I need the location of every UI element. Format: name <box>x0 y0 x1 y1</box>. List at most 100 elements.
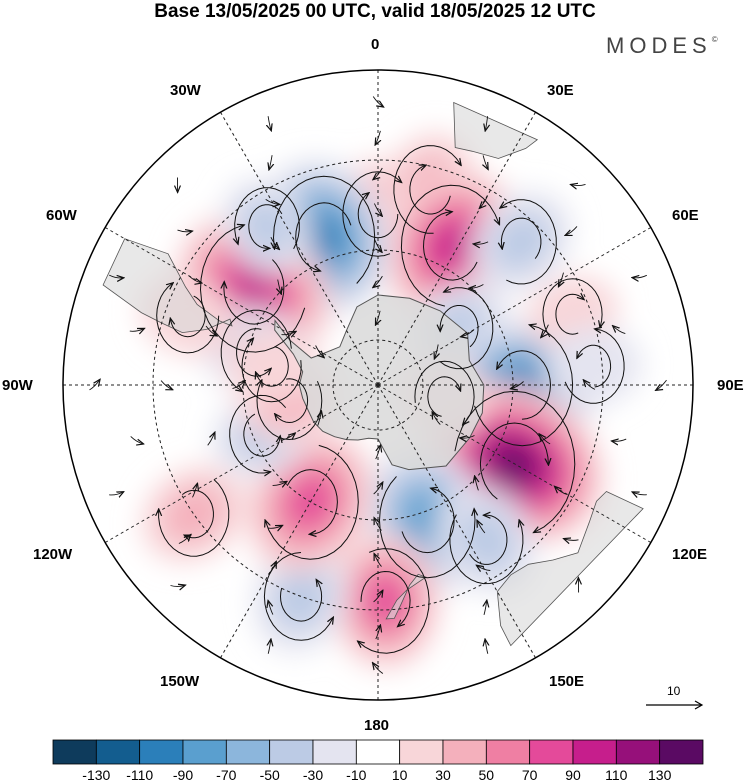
streamline <box>220 309 292 391</box>
colorbar-tick-label: -110 <box>126 767 154 783</box>
wind-streamlines <box>89 96 667 674</box>
colorbar-swatch <box>225 739 271 765</box>
flow-arrow <box>375 519 382 531</box>
colorbar-swatch <box>529 739 574 765</box>
streamline <box>263 552 333 641</box>
flow-arrow <box>315 345 324 358</box>
streamline <box>454 390 576 532</box>
meridian-line <box>220 384 379 659</box>
anomaly-blob <box>544 327 642 406</box>
flow-arrow <box>177 230 192 232</box>
flow-arrow <box>485 116 487 130</box>
copyright-mark: © <box>711 35 718 44</box>
colorbar-swatch <box>95 739 141 765</box>
flow-arrow <box>374 275 383 287</box>
streamline <box>401 489 455 554</box>
lon-label-60w: 60W <box>46 207 77 224</box>
meridian-line <box>377 384 536 659</box>
flow-arrow <box>559 272 564 286</box>
flow-arrow <box>130 436 143 443</box>
colorbar-tick-label: -10 <box>346 767 367 783</box>
colorbar-tick-label: -30 <box>302 767 324 783</box>
colorbar-swatch <box>442 739 487 765</box>
flow-arrow <box>170 585 185 586</box>
streamline <box>224 259 285 325</box>
flow-arrow <box>483 155 488 168</box>
flow-arrow <box>267 526 282 528</box>
colorbar-swatch <box>355 739 401 765</box>
colorbar-tick-label: 50 <box>478 767 495 783</box>
flow-arrow <box>375 554 382 567</box>
streamline <box>235 187 300 250</box>
flow-arrow <box>541 324 549 337</box>
brand-name: MODES <box>606 33 712 58</box>
colorbar-tick-label: 70 <box>521 767 538 783</box>
new-zealand-coastline <box>385 573 427 620</box>
colorbar-swatch <box>52 739 97 765</box>
streamline <box>378 476 476 579</box>
lon-label-30w: 30W <box>170 82 201 99</box>
flow-arrow <box>278 279 281 294</box>
streamline <box>342 171 401 257</box>
flow-arrow <box>272 482 287 486</box>
lon-label-60e: 60E <box>672 207 699 224</box>
flow-arrow <box>475 477 479 491</box>
streamline <box>564 329 625 404</box>
flow-arrow <box>572 184 586 185</box>
streamline <box>400 184 499 307</box>
streamline <box>393 145 461 234</box>
colorbar-tick-label: -130 <box>82 767 111 783</box>
colorbar-tick-label: 10 <box>391 767 408 783</box>
colorbar-tick-label: 110 <box>605 767 628 783</box>
flow-arrow <box>89 380 100 391</box>
lon-label-0: 0 <box>371 36 380 53</box>
flow-arrow <box>372 96 383 107</box>
flow-arrow <box>633 275 647 278</box>
streamline <box>497 350 552 420</box>
streamline <box>555 294 584 335</box>
flow-arrow <box>375 446 381 460</box>
flow-arrow <box>484 601 487 616</box>
lon-label-30e: 30E <box>547 82 574 99</box>
map-border <box>62 69 694 701</box>
streamline <box>577 344 612 388</box>
flow-arrow <box>318 412 322 426</box>
meridian-line <box>377 111 536 386</box>
streamline <box>358 548 430 654</box>
flow-arrow <box>657 379 667 390</box>
flow-arrow <box>265 199 279 204</box>
flow-arrow <box>373 203 381 216</box>
colorbar-swatch <box>182 739 227 765</box>
colorbar-tick-label: -90 <box>172 767 194 783</box>
brand-logo: MODES© <box>606 33 718 59</box>
streamline <box>295 202 352 271</box>
streamline <box>409 166 451 215</box>
flow-arrow <box>477 521 486 534</box>
flow-arrow <box>205 325 216 336</box>
colorbar <box>52 739 704 765</box>
meridian-line <box>377 384 652 543</box>
flow-arrow <box>281 332 296 335</box>
flow-arrow <box>480 195 488 208</box>
flow-arrow <box>633 492 647 495</box>
flow-arrow <box>282 434 295 441</box>
flow-arrow <box>376 130 381 144</box>
lon-label-150e: 150E <box>549 673 585 690</box>
australia-coastline <box>496 491 644 647</box>
flow-arrow <box>511 381 524 389</box>
anomaly-blob <box>306 215 342 259</box>
flow-arrow <box>540 435 551 445</box>
flow-arrow <box>584 381 596 390</box>
flow-arrow <box>613 326 626 335</box>
colorbar-swatch <box>659 739 704 765</box>
colorbar-tick-label: 30 <box>435 767 451 783</box>
reference-vector-value: 10 <box>667 684 681 698</box>
flow-arrow <box>470 284 484 289</box>
lon-label-150w: 150W <box>160 673 200 690</box>
flow-arrow <box>109 274 123 278</box>
colorbar-tick-label: 130 <box>648 767 672 783</box>
streamline <box>243 413 280 457</box>
colorbar-swatch <box>615 739 661 765</box>
streamline <box>156 283 220 354</box>
streamline <box>474 325 574 447</box>
